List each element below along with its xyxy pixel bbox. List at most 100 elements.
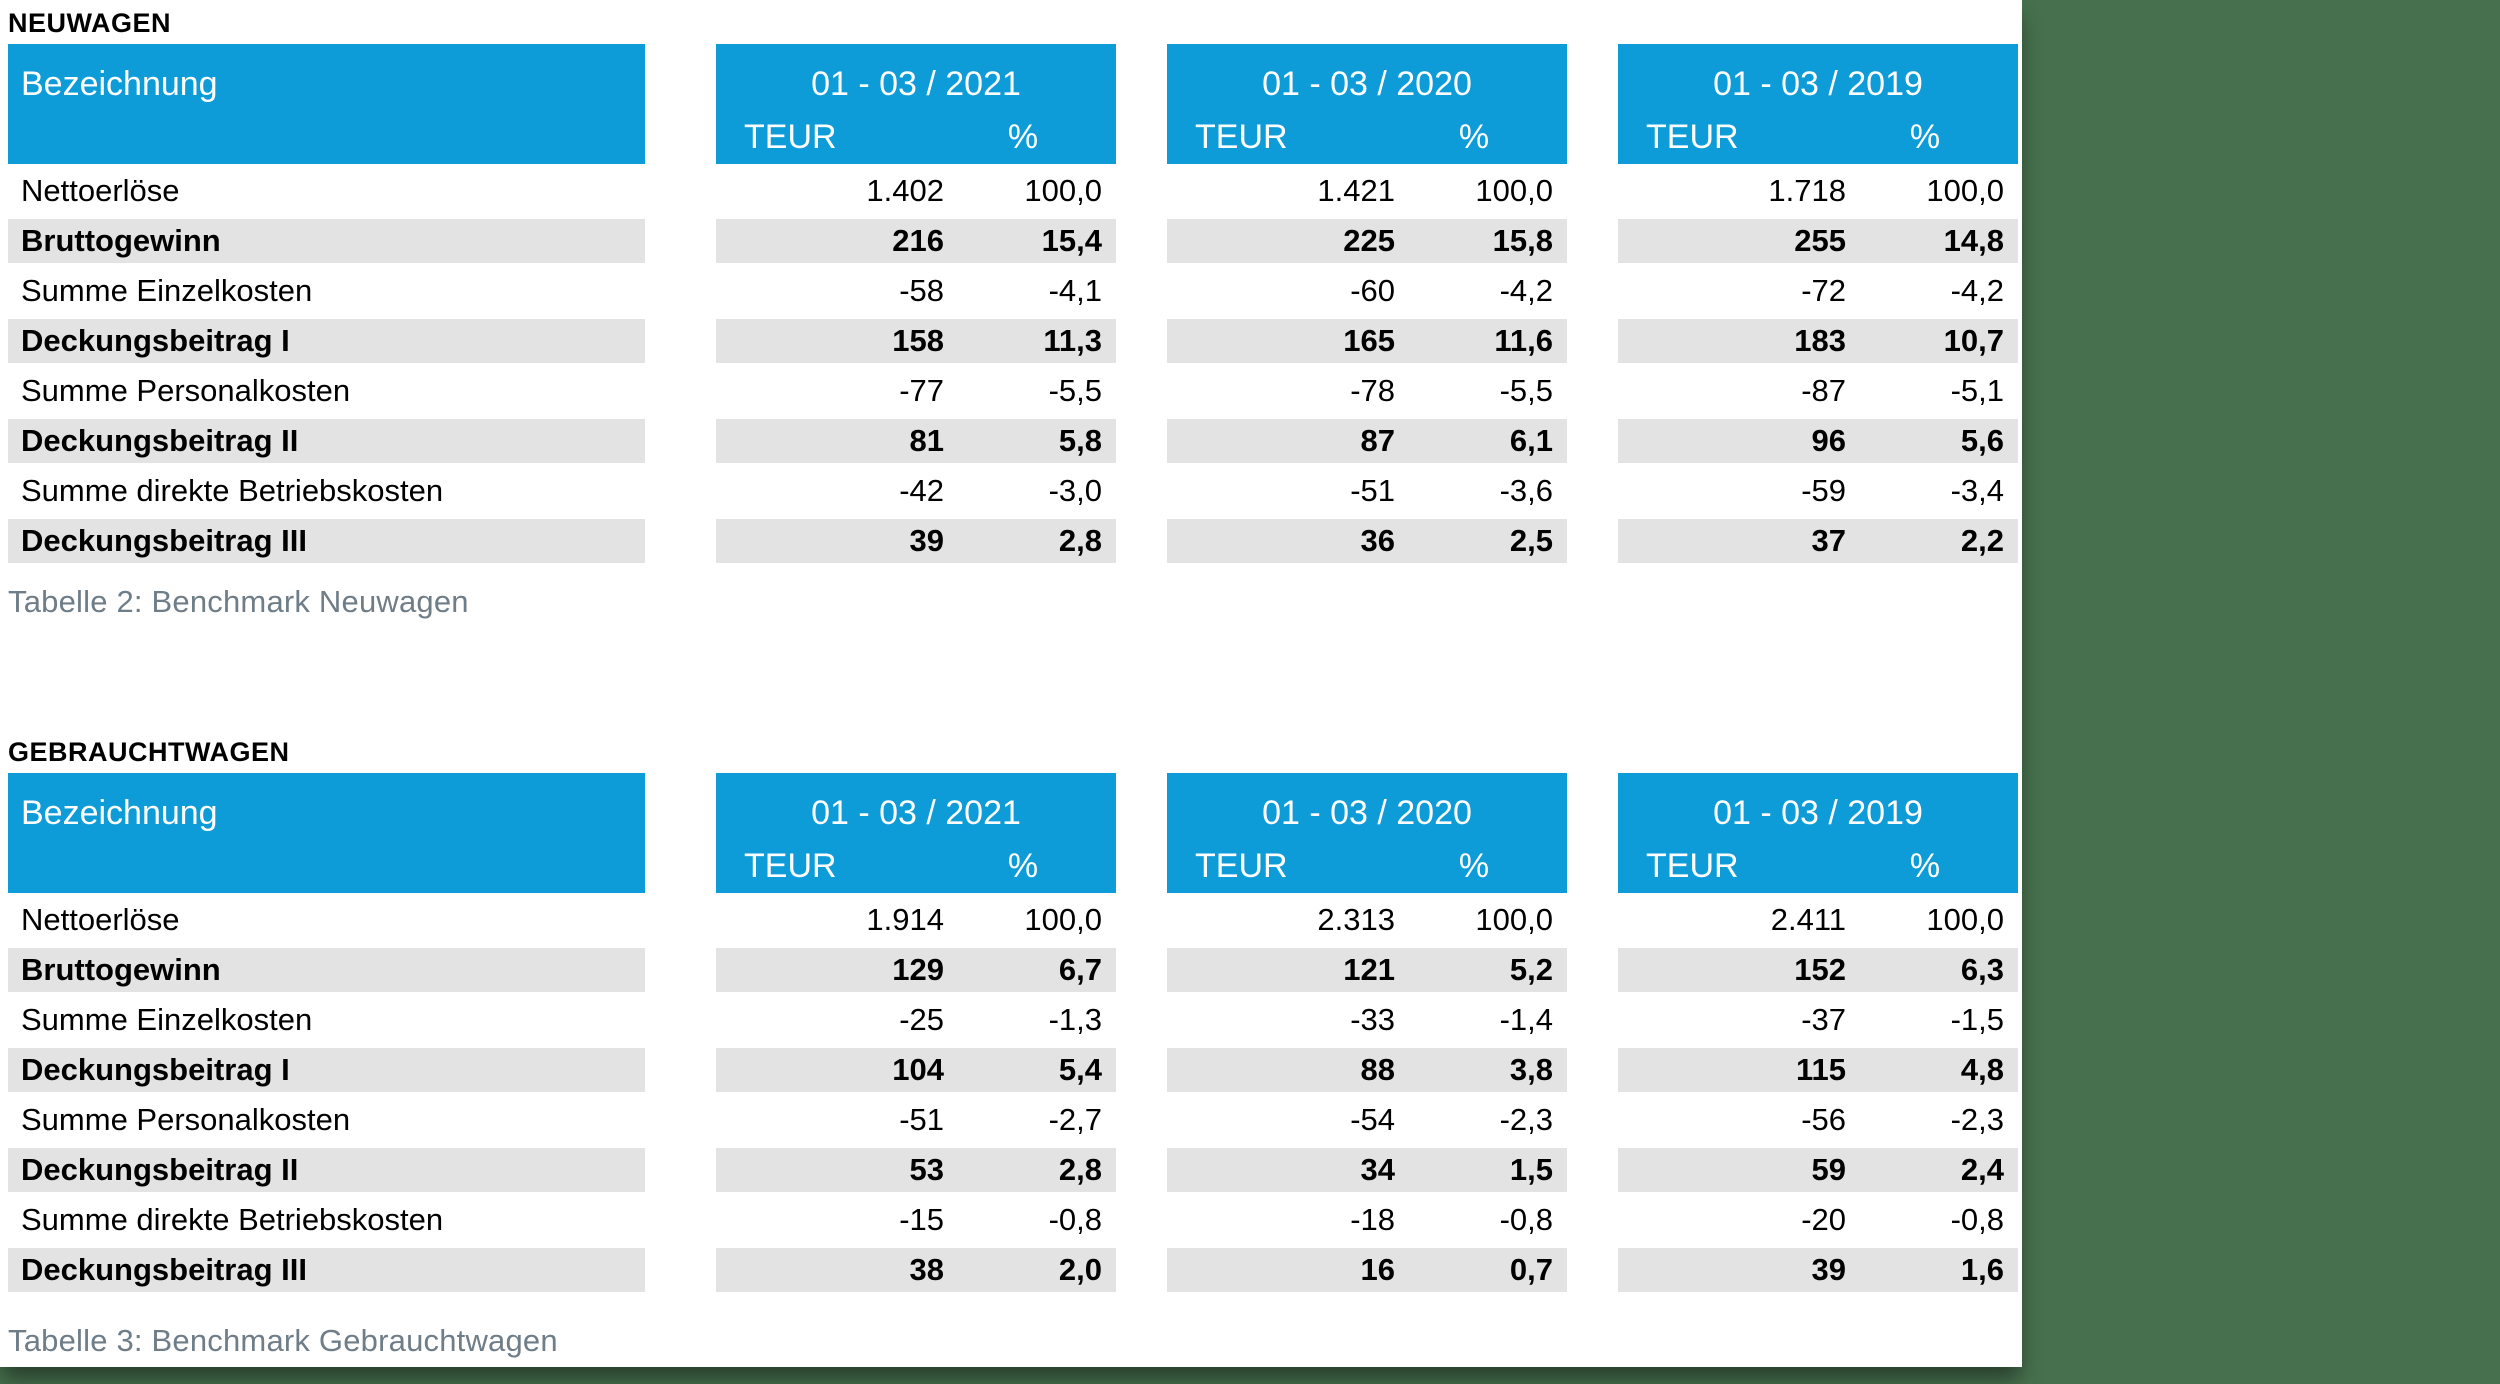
values-2020: 2.313 100,0 xyxy=(1167,895,1567,945)
teur-value: -58 xyxy=(899,273,944,308)
values-2019: 59 2,4 xyxy=(1618,1145,2018,1195)
table-row: Bruttogewinn 129 6,7 121 5,2 152 6,3 xyxy=(8,945,2018,995)
pct-value: 100,0 xyxy=(1926,173,2004,208)
table-row: Nettoerlöse 1.914 100,0 2.313 100,0 2.411 1… xyxy=(8,895,2018,945)
row-label: Deckungsbeitrag II xyxy=(8,1145,645,1195)
table-row: Deckungsbeitrag III 39 2,8 36 2,5 37 2,2 xyxy=(8,516,2018,566)
teur-value: 39 xyxy=(1811,1252,1846,1287)
values-2021: -51 -2,7 xyxy=(716,1095,1116,1145)
pct-value: 5,6 xyxy=(1960,423,2004,458)
values-2020: 16 0,7 xyxy=(1167,1245,1567,1295)
teur-value: 88 xyxy=(1360,1052,1395,1087)
column-gap xyxy=(1567,773,1618,893)
table-row: Summe direkte Betriebskosten -15 -0,8 -18… xyxy=(8,1195,2018,1245)
table-row: Deckungsbeitrag I 104 5,4 88 3,8 115 4,8 xyxy=(8,1045,2018,1095)
teur-value: -33 xyxy=(1350,1002,1395,1037)
teur-value: 225 xyxy=(1343,223,1395,258)
section-title-gebrauchtwagen: GEBRAUCHTWAGEN xyxy=(8,737,290,767)
unit-label: TEUR xyxy=(1195,847,1288,885)
header-label: Bezeichnung xyxy=(21,65,218,103)
values-2020: 87 6,1 xyxy=(1167,416,1567,466)
pct-value: -3,0 xyxy=(1048,473,1102,508)
values-2019: 152 6,3 xyxy=(1618,945,2018,995)
values-2019: -87 -5,1 xyxy=(1618,366,2018,416)
pct-value: 3,8 xyxy=(1509,1052,1553,1087)
pct-value: -5,1 xyxy=(1950,373,2004,408)
pct-value: 15,4 xyxy=(1041,223,1102,258)
teur-value: -20 xyxy=(1801,1202,1846,1237)
pct-value: 5,4 xyxy=(1058,1052,1102,1087)
values-2019: 1.718 100,0 xyxy=(1618,166,2018,216)
pct-value: 11,3 xyxy=(1043,323,1102,358)
teur-value: 37 xyxy=(1811,523,1846,558)
pct-value: 100,0 xyxy=(1024,902,1102,937)
values-2019: -20 -0,8 xyxy=(1618,1195,2018,1245)
teur-value: -25 xyxy=(899,1002,944,1037)
pct-value: -2,3 xyxy=(1499,1102,1553,1137)
teur-value: 1.402 xyxy=(866,173,944,208)
values-2021: 104 5,4 xyxy=(716,1045,1116,1095)
pct-value: -3,6 xyxy=(1499,473,1553,508)
subheader: TEUR % xyxy=(716,116,1116,164)
teur-value: 16 xyxy=(1360,1252,1395,1287)
subheader: TEUR % xyxy=(1618,116,2018,164)
teur-value: 152 xyxy=(1794,952,1846,987)
row-label: Deckungsbeitrag III xyxy=(8,516,645,566)
header-group-2021: 01 - 03 / 2021 TEUR % xyxy=(716,44,1116,164)
values-2021: 158 11,3 xyxy=(716,316,1116,366)
table-row: Bruttogewinn 216 15,4 225 15,8 255 14,8 xyxy=(8,216,2018,266)
table-row: Deckungsbeitrag II 81 5,8 87 6,1 96 5,6 xyxy=(8,416,2018,466)
teur-value: 129 xyxy=(892,952,944,987)
teur-value: 1.718 xyxy=(1768,173,1846,208)
table-row: Nettoerlöse 1.402 100,0 1.421 100,0 1.718 1… xyxy=(8,166,2018,216)
row-label: Summe Einzelkosten xyxy=(21,273,313,308)
teur-value: -56 xyxy=(1801,1102,1846,1137)
row-label: Nettoerlöse xyxy=(21,173,180,208)
pct-value: -4,2 xyxy=(1950,273,2004,308)
pct-value: 4,8 xyxy=(1960,1052,2004,1087)
pct-value: 100,0 xyxy=(1475,173,1553,208)
unit-label: TEUR xyxy=(744,847,837,885)
teur-value: 165 xyxy=(1343,323,1395,358)
subheader: TEUR % xyxy=(1167,116,1567,164)
teur-value: -59 xyxy=(1801,473,1846,508)
pct-value: -1,4 xyxy=(1499,1002,1553,1037)
teur-value: -60 xyxy=(1350,273,1395,308)
row-label: Deckungsbeitrag II xyxy=(8,416,645,466)
values-2020: 36 2,5 xyxy=(1167,516,1567,566)
header-group-2020: 01 - 03 / 2020 TEUR % xyxy=(1167,44,1567,164)
pct-value: -4,2 xyxy=(1499,273,1553,308)
pct-value: -2,7 xyxy=(1048,1102,1102,1137)
unit-label: TEUR xyxy=(1646,118,1739,156)
values-2019: -72 -4,2 xyxy=(1618,266,2018,316)
table-row: Summe Personalkosten -77 -5,5 -78 -5,5 -87… xyxy=(8,366,2018,416)
values-2020: -54 -2,3 xyxy=(1167,1095,1567,1145)
values-2020: 88 3,8 xyxy=(1167,1045,1567,1095)
values-2019: 255 14,8 xyxy=(1618,216,2018,266)
values-2019: -59 -3,4 xyxy=(1618,466,2018,516)
teur-value: 39 xyxy=(909,523,944,558)
teur-value: -77 xyxy=(899,373,944,408)
column-gap xyxy=(645,44,716,164)
pct-value: 11,6 xyxy=(1494,323,1553,358)
row-label: Summe Einzelkosten xyxy=(21,1002,313,1037)
subheader: TEUR % xyxy=(1618,845,2018,893)
values-2021: -58 -4,1 xyxy=(716,266,1116,316)
values-2020: -78 -5,5 xyxy=(1167,366,1567,416)
pct-value: -1,5 xyxy=(1950,1002,2004,1037)
pct-value: -2,3 xyxy=(1950,1102,2004,1137)
values-2021: 1.914 100,0 xyxy=(716,895,1116,945)
pct-value: 2,2 xyxy=(1960,523,2004,558)
row-label: Summe direkte Betriebskosten xyxy=(21,1202,444,1237)
teur-value: 34 xyxy=(1360,1152,1395,1187)
period-label: 01 - 03 / 2019 xyxy=(1713,65,1923,103)
table-row: Summe Einzelkosten -58 -4,1 -60 -4,2 -72 -4… xyxy=(8,266,2018,316)
values-2020: 121 5,2 xyxy=(1167,945,1567,995)
table-row: Deckungsbeitrag II 53 2,8 34 1,5 59 2,4 xyxy=(8,1145,2018,1195)
values-2020: 225 15,8 xyxy=(1167,216,1567,266)
percent-label: % xyxy=(1909,118,1941,156)
period-label: 01 - 03 / 2020 xyxy=(1262,794,1472,832)
values-2020: 34 1,5 xyxy=(1167,1145,1567,1195)
teur-value: 53 xyxy=(909,1152,944,1187)
section-title-neuwagen: NEUWAGEN xyxy=(8,8,172,38)
